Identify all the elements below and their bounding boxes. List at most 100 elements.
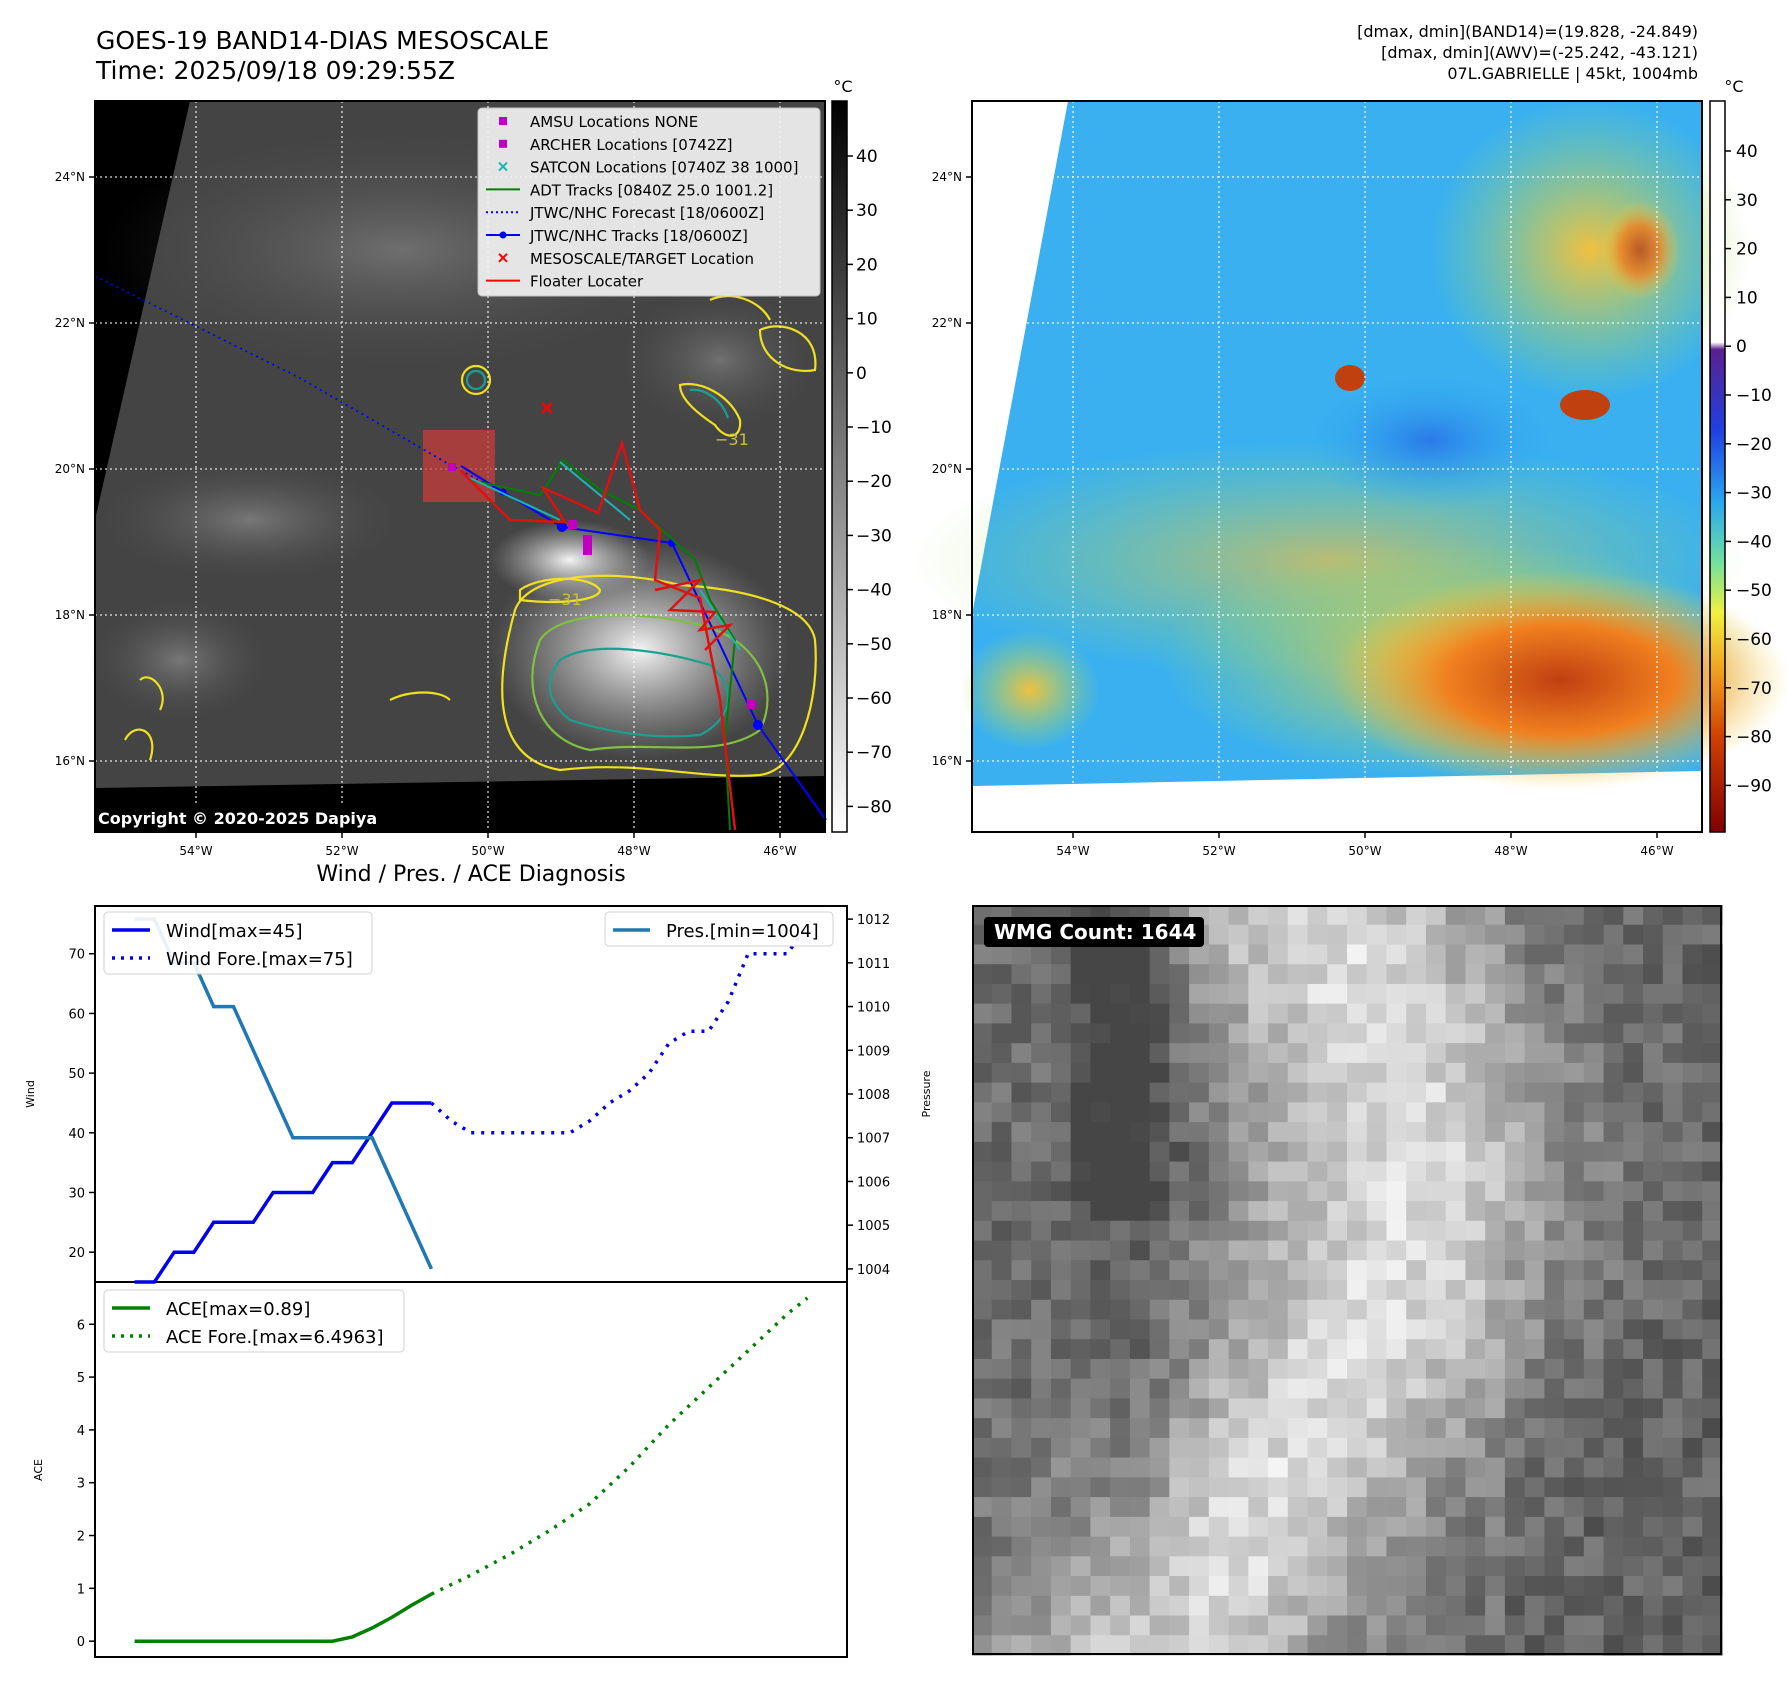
color-colorbar-tick: 10 (1736, 288, 1758, 308)
color-colorbar-tick: −10 (1736, 386, 1772, 406)
pressure-tick-label: 1004 (857, 1263, 890, 1278)
lat-tick-label: 16°N (932, 754, 962, 768)
legend-entry: ARCHER Locations [0742Z] (499, 136, 733, 154)
gray-colorbar-unit: °C (833, 77, 852, 96)
legend-wind: Wind[max=45] (166, 921, 303, 942)
lon-tick-label: 54°W (179, 844, 212, 858)
pressure-tick-label: 1009 (857, 1044, 890, 1059)
lon-tick-label: 48°W (1494, 844, 1527, 858)
gray-colorbar-tick: 40 (856, 147, 878, 167)
legend-wind-fore: Wind Fore.[max=75] (166, 949, 353, 970)
wind-tick-label: 50 (68, 1067, 85, 1082)
wind-tick-label: 70 (68, 948, 85, 963)
color-colorbar-tick: 40 (1736, 142, 1758, 162)
wind-tick-label: 60 (68, 1007, 85, 1022)
ace-tick-label: 2 (77, 1530, 85, 1545)
ace-tick-label: 5 (77, 1371, 85, 1386)
lon-tick-label: 50°W (1348, 844, 1381, 858)
pressure-legend: Pres.[min=1004] (604, 911, 834, 947)
legend-entry: Floater Locater (486, 273, 644, 291)
wind-legend: Wind[max=45] Wind Fore.[max=75] (103, 911, 373, 975)
pressure-tick-label: 1011 (857, 957, 890, 972)
color-colorbar-tick: −20 (1736, 435, 1772, 455)
gray-colorbar-tick: −50 (856, 635, 892, 655)
gray-colorbar-tick: −60 (856, 689, 892, 709)
gray-colorbar-tick: −80 (856, 797, 892, 817)
gray-colorbar-tick: −10 (856, 418, 892, 438)
pressure-ylabel: Pressure (920, 1070, 933, 1117)
color-colorbar-tick: −70 (1736, 679, 1772, 699)
lat-tick-label: 22°N (932, 316, 962, 330)
lat-tick-label: 18°N (932, 608, 962, 622)
legend-label: Floater Locater (530, 273, 644, 291)
gray-colorbar-tick: −20 (856, 472, 892, 492)
wmg-count-label: WMG Count: 1644 (994, 920, 1196, 944)
info-awv: [dmax, dmin](AWV)=(-25.242, -43.121) (1381, 43, 1698, 62)
legend-label: ADT Tracks [0840Z 25.0 1001.2] (530, 181, 773, 199)
floater-locator-line (459, 438, 737, 831)
contour-label: −31 (548, 590, 582, 609)
ace-tick-label: 3 (77, 1477, 85, 1492)
ace-series-line (134, 1592, 433, 1643)
ace-tick-label: 1 (77, 1582, 85, 1597)
pressure-tick-label: 1012 (857, 913, 890, 928)
wind-tick-label: 20 (68, 1246, 85, 1261)
lon-tick-label: 52°W (325, 844, 358, 858)
color-colorbar-tick: 0 (1736, 337, 1747, 357)
ace-series-forecast-line (430, 1296, 809, 1596)
pressure-tick-label: 1005 (857, 1219, 890, 1234)
ir-map-panel: −31 −31 (55, 77, 1788, 858)
legend-label: SATCON Locations [0740Z 38 1000] (530, 159, 798, 177)
color-colorbar-tick: −90 (1736, 776, 1772, 796)
legend-entry: ADT Tracks [0840Z 25.0 1001.2] (486, 181, 773, 199)
ace-legend: ACE[max=0.89] ACE Fore.[max=6.4963] (103, 1289, 405, 1353)
gray-colorbar-tick: 0 (856, 364, 867, 384)
color-colorbar-tick: −60 (1736, 630, 1772, 650)
legend-entry: JTWC/NHC Forecast [18/0600Z] (486, 204, 764, 222)
legend-label: AMSU Locations NONE (530, 113, 698, 131)
lon-tick-label: 52°W (1202, 844, 1235, 858)
color-colorbar-tick: 20 (1736, 240, 1758, 260)
ace-ylabel: ACE (32, 1459, 45, 1481)
adt-track-line (469, 458, 737, 831)
legend-ace-fore: ACE Fore.[max=6.4963] (166, 1327, 384, 1348)
jtwc-track-points (499, 488, 763, 730)
legend-label: ARCHER Locations [0742Z] (530, 136, 733, 154)
ace-tick-label: 6 (77, 1318, 85, 1333)
diag-title: Wind / Pres. / ACE Diagnosis (316, 862, 626, 887)
legend-entry: SATCON Locations [0740Z 38 1000] (498, 159, 798, 177)
legend-entry: MESOSCALE/TARGET Location (498, 250, 754, 268)
wind-series-line (134, 1101, 432, 1284)
lat-tick-label: 18°N (55, 608, 85, 622)
map-legend (477, 107, 821, 297)
wmg-panel: WMG Count: 1644 (972, 905, 1723, 1656)
target-location-marker (541, 402, 553, 414)
legend-pressure: Pres.[min=1004] (666, 921, 819, 942)
legend-label: MESOSCALE/TARGET Location (530, 250, 754, 268)
gray-colorbar-tick: 10 (856, 310, 878, 330)
jtwc-track-line (460, 465, 827, 821)
legend-entry: AMSU Locations NONE (499, 113, 698, 131)
legend-label: JTWC/NHC Tracks [18/0600Z] (529, 227, 748, 245)
lat-tick-label: 20°N (55, 462, 85, 476)
ace-tick-label: 4 (77, 1424, 85, 1439)
awv-map-grid (972, 101, 1702, 832)
lat-tick-label: 24°N (55, 170, 85, 184)
chart-time: Time: 2025/09/18 09:29:55Z (96, 56, 455, 85)
gray-colorbar-tick: −70 (856, 743, 892, 763)
chart-title: GOES-19 BAND14-DIAS MESOSCALE (96, 26, 550, 55)
color-colorbar-tick: 30 (1736, 191, 1758, 211)
copyright-text: Copyright © 2020-2025 Dapiya (98, 809, 377, 828)
lon-tick-label: 50°W (471, 844, 504, 858)
wind-series-forecast-line (430, 922, 809, 1135)
diag-panel: 7060504030201012101110101009100810071006… (24, 905, 933, 1658)
color-colorbar-tick: −30 (1736, 484, 1772, 504)
info-storm: 07L.GABRIELLE | 45kt, 1004mb (1447, 64, 1698, 83)
legend-entry: JTWC/NHC Tracks [18/0600Z] (486, 227, 748, 245)
contour-label: −31 (715, 430, 749, 449)
floater-box (423, 430, 495, 502)
jtwc-forecast-line (94, 275, 503, 493)
gray-colorbar-tick: 20 (856, 255, 878, 275)
color-colorbar-tick: −80 (1736, 728, 1772, 748)
satcon-markers (469, 461, 741, 651)
